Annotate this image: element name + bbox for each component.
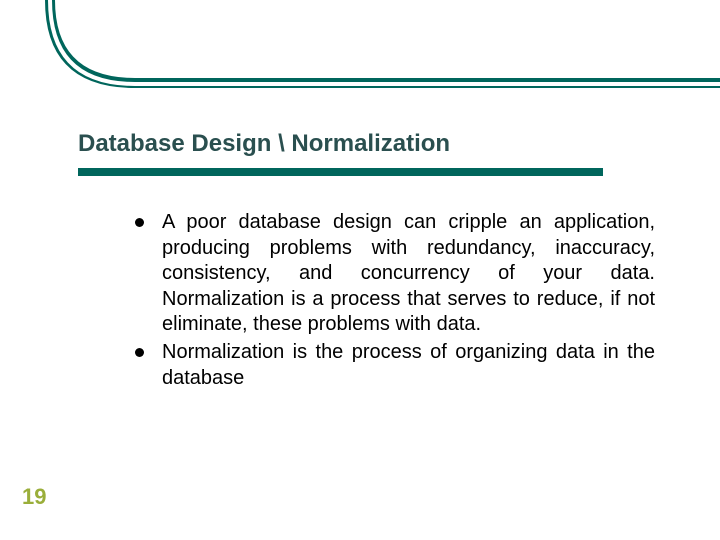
bullet-text: A poor database design can cripple an ap… <box>162 210 655 338</box>
bullet-dot-icon <box>135 348 144 357</box>
bullet-text: Normalization is the process of organizi… <box>162 340 655 391</box>
page-number: 19 <box>22 484 46 510</box>
slide-title: Database Design \ Normalization <box>78 130 450 158</box>
bullet-item: Normalization is the process of organizi… <box>135 340 655 391</box>
content-area: A poor database design can cripple an ap… <box>135 210 655 393</box>
bullet-item: A poor database design can cripple an ap… <box>135 210 655 338</box>
bullet-dot-icon <box>135 218 144 227</box>
title-underline <box>78 168 603 176</box>
decorative-corner-curve <box>0 0 720 120</box>
